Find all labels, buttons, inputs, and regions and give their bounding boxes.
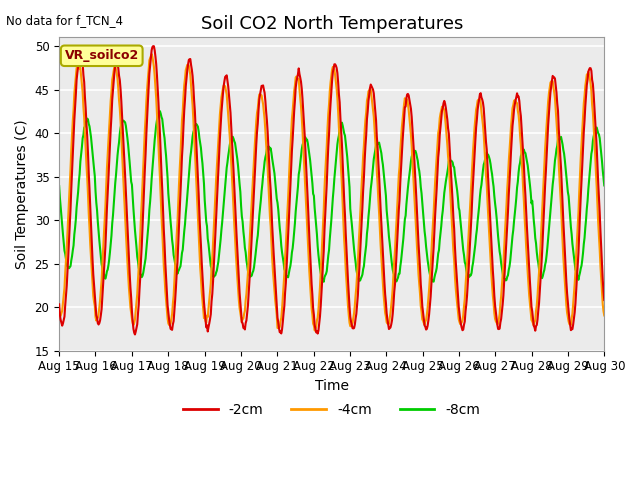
Legend: -2cm, -4cm, -8cm: -2cm, -4cm, -8cm [177,397,486,422]
Y-axis label: Soil Temperatures (C): Soil Temperatures (C) [15,119,29,269]
Title: Soil CO2 North Temperatures: Soil CO2 North Temperatures [200,15,463,33]
Text: VR_soilco2: VR_soilco2 [65,49,139,62]
X-axis label: Time: Time [315,379,349,393]
Text: No data for f_TCN_4: No data for f_TCN_4 [6,14,124,27]
